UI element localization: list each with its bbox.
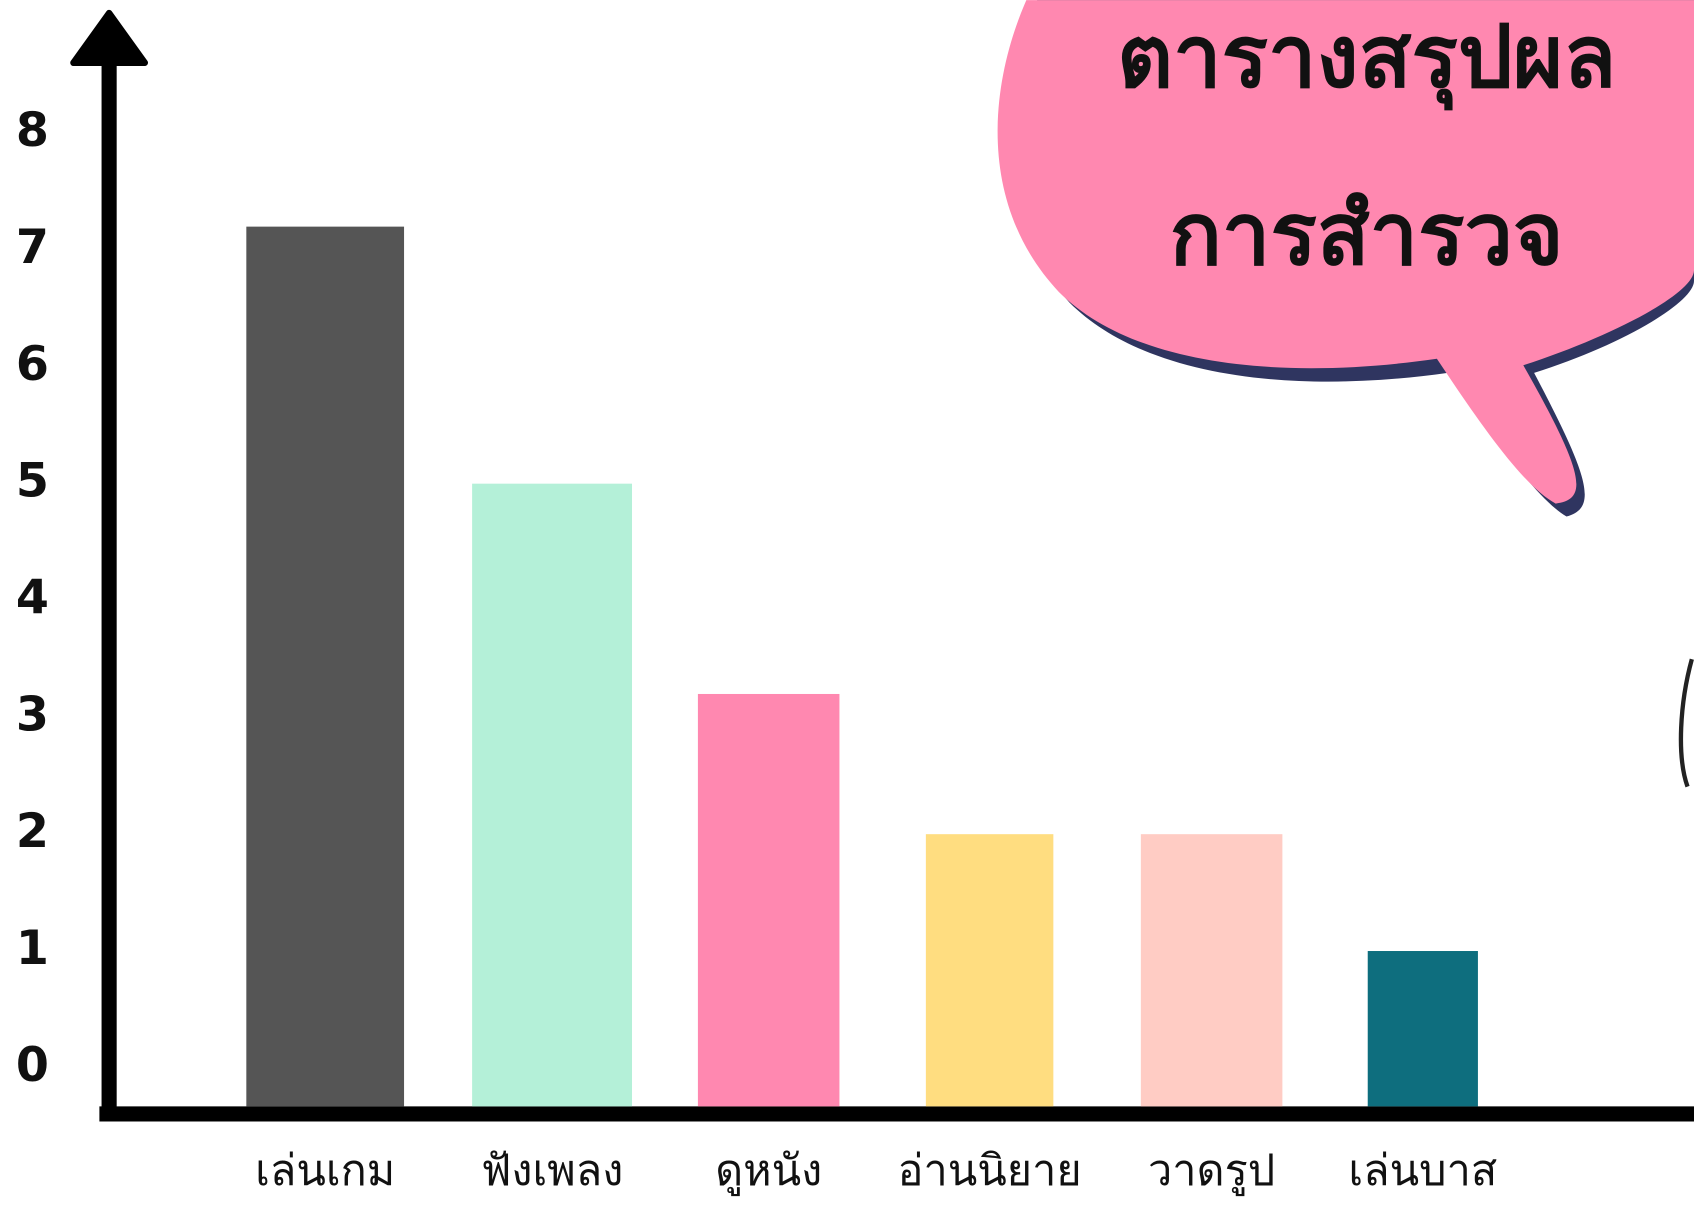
y-tick-label: 5 [16,454,49,509]
y-tick-label: 1 [16,921,49,976]
x-tick-label: เล่นเกม [255,1146,395,1196]
x-tick-label: ฟังเพลง [481,1146,623,1196]
decoration [1681,659,1692,786]
y-axis-arrow [73,13,144,63]
x-tick-label: เล่นบาส [1348,1146,1497,1196]
page: ตารางสรุปผล การสำรวจ 0 1 2 3 4 5 6 7 8 เล่นเกม ฟัง… [0,0,1694,1207]
chart: ตารางสรุปผล การสำรวจ 0 1 2 3 4 5 6 7 8 เล่นเกม ฟัง… [0,0,1694,1207]
y-tick-label: 4 [16,571,49,626]
x-tick-label: ดูหนัง [715,1146,822,1197]
bar [1368,951,1478,1106]
y-tick-label: 2 [16,804,49,859]
y-tick-label: 6 [16,337,49,392]
x-tick-label: อ่านนิยาย [898,1146,1082,1196]
bar [246,227,404,1107]
y-tick-label: 0 [16,1038,49,1093]
chart-title: ตารางสรุปผล [1117,8,1616,111]
bar [698,694,840,1106]
bar [926,834,1053,1106]
chart-title: การสำรวจ [1170,185,1564,285]
bar [1141,834,1283,1106]
y-tick-label: 7 [16,220,49,275]
bar [472,484,632,1107]
x-tick-label: วาดรูป [1148,1146,1275,1197]
y-tick-label: 8 [16,103,49,158]
y-tick-label: 3 [16,687,49,742]
